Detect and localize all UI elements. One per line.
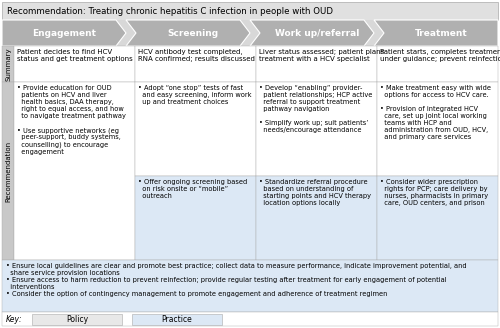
Text: Patient decides to find HCV
status and get treatment options: Patient decides to find HCV status and g… [17, 49, 133, 62]
Polygon shape [126, 20, 250, 46]
FancyBboxPatch shape [2, 2, 498, 20]
Text: Work up/referral: Work up/referral [275, 29, 359, 37]
FancyBboxPatch shape [14, 82, 135, 260]
Text: Recommendation: Recommendation [5, 140, 11, 202]
FancyBboxPatch shape [256, 176, 377, 260]
Text: • Consider wider prescription
  rights for PCP; care delivery by
  nurses, pharm: • Consider wider prescription rights for… [380, 179, 488, 206]
Text: • Ensure local guidelines are clear and promote best practice; collect data to m: • Ensure local guidelines are clear and … [6, 263, 466, 297]
FancyBboxPatch shape [14, 46, 135, 82]
Text: • Develop “enabling” provider-
  patient relationships; HCP active
  referral to: • Develop “enabling” provider- patient r… [259, 85, 372, 133]
Text: • Standardize referral procedure
  based on understanding of
  starting points a: • Standardize referral procedure based o… [259, 179, 371, 206]
Polygon shape [2, 20, 126, 46]
FancyBboxPatch shape [135, 82, 256, 176]
Text: Patient starts, completes treatment
under guidance; prevent reinfection: Patient starts, completes treatment unde… [380, 49, 500, 62]
Text: HCV antibody test completed,
RNA confirmed; results discussed: HCV antibody test completed, RNA confirm… [138, 49, 255, 62]
Text: Engagement: Engagement [32, 29, 96, 37]
Polygon shape [374, 20, 498, 46]
FancyBboxPatch shape [2, 46, 14, 82]
Text: • Provide education for OUD
  patients on HCV and liver
  health basics, DAA the: • Provide education for OUD patients on … [17, 85, 126, 155]
FancyBboxPatch shape [377, 46, 498, 82]
FancyBboxPatch shape [135, 46, 256, 82]
Text: Liver status assessed; patient plans
treatment with a HCV specialist: Liver status assessed; patient plans tre… [259, 49, 384, 62]
FancyBboxPatch shape [377, 176, 498, 260]
Text: • Make treatment easy with wide
  options for access to HCV care.

• Provision o: • Make treatment easy with wide options … [380, 85, 491, 140]
FancyBboxPatch shape [377, 82, 498, 176]
Text: Summary: Summary [5, 47, 11, 81]
Text: • Adopt “one stop” tests of fast
  and easy screening, inform work
  up and trea: • Adopt “one stop” tests of fast and eas… [138, 85, 252, 105]
Polygon shape [250, 20, 374, 46]
Text: Screening: Screening [168, 29, 218, 37]
FancyBboxPatch shape [2, 312, 498, 326]
FancyBboxPatch shape [256, 82, 377, 176]
Text: Key:: Key: [6, 315, 22, 323]
Text: • Offer ongoing screening based
  on risk onsite or “mobile”
  outreach: • Offer ongoing screening based on risk … [138, 179, 247, 199]
FancyBboxPatch shape [2, 260, 498, 312]
Text: Practice: Practice [162, 315, 192, 323]
FancyBboxPatch shape [2, 20, 498, 46]
Text: Recommendation: Treating chronic hepatitis C infection in people with OUD: Recommendation: Treating chronic hepatit… [7, 7, 333, 15]
FancyBboxPatch shape [2, 82, 14, 260]
FancyBboxPatch shape [32, 314, 122, 324]
Text: Policy: Policy [66, 315, 88, 323]
Text: Treatment: Treatment [414, 29, 468, 37]
FancyBboxPatch shape [256, 46, 377, 82]
FancyBboxPatch shape [132, 314, 222, 324]
FancyBboxPatch shape [135, 176, 256, 260]
